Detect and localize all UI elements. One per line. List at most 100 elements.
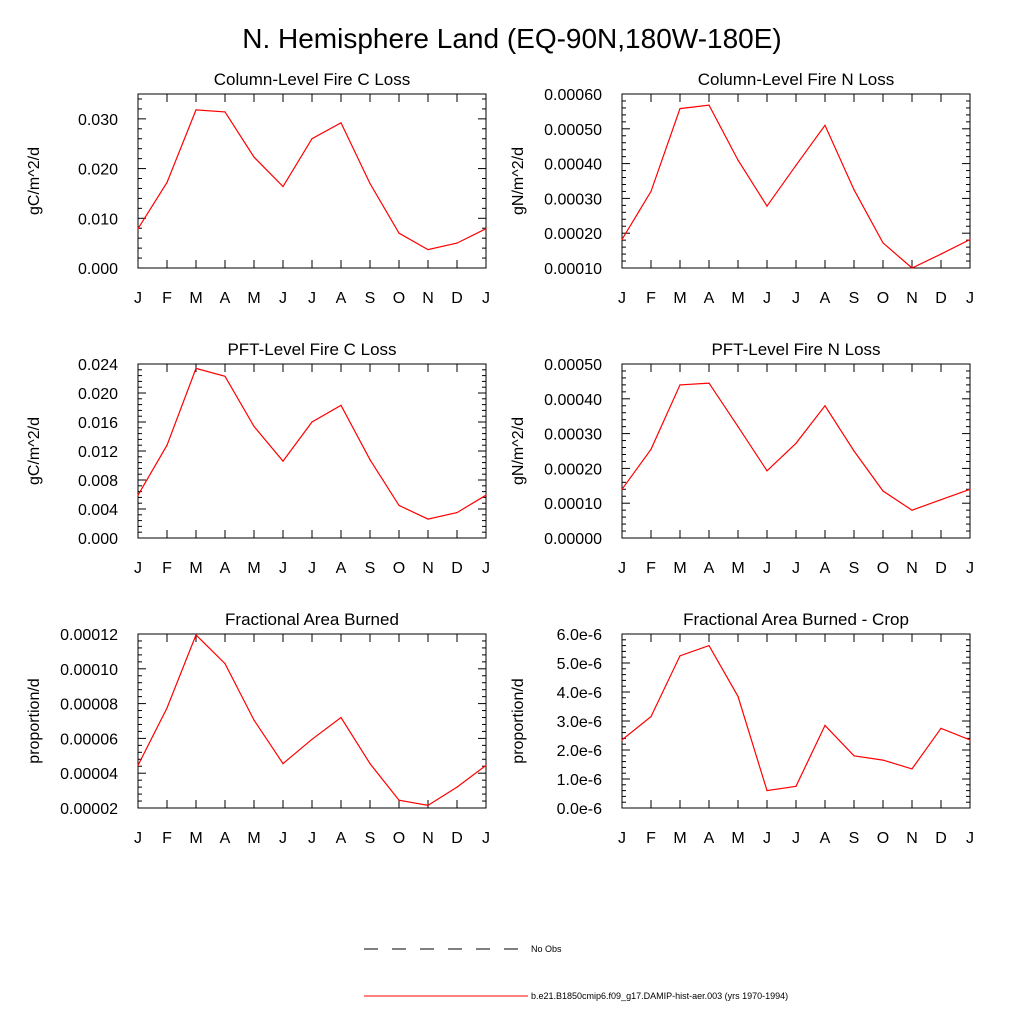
data-point: [456, 242, 458, 244]
x-tick-label: M: [731, 560, 744, 577]
y-axis-label: gC/m^2/d: [26, 417, 43, 485]
y-tick-label: 0.00020: [544, 461, 602, 478]
data-point: [766, 470, 768, 472]
x-tick-label: N: [906, 830, 918, 847]
x-tick-label: M: [731, 830, 744, 847]
data-point: [737, 159, 739, 161]
x-tick-label: N: [422, 560, 434, 577]
data-point: [969, 739, 971, 741]
x-tick-label: F: [646, 290, 656, 307]
plot-frame: [137, 633, 487, 809]
data-point: [166, 707, 168, 709]
x-tick-label: J: [792, 560, 800, 577]
x-tick-label: J: [482, 830, 490, 847]
x-tick-label: J: [482, 560, 490, 577]
x-tick-label: N: [422, 290, 434, 307]
data-point: [137, 764, 139, 767]
data-point: [340, 716, 342, 719]
x-tick-label: J: [482, 290, 490, 307]
legend-label: b.e21.B1850cmip6.f09_g17.DAMIP-hist-aer.…: [531, 991, 788, 1001]
x-tick-label: A: [336, 830, 347, 847]
data-point: [650, 448, 652, 450]
data-point: [824, 405, 826, 407]
data-point: [398, 799, 400, 801]
chart-title: PFT-Level Fire N Loss: [711, 340, 880, 359]
data-point: [224, 375, 226, 377]
data-point: [485, 228, 487, 230]
y-tick-label: 0.000: [78, 531, 118, 548]
data-point: [398, 504, 400, 506]
data-point: [795, 164, 797, 166]
data-point: [708, 645, 710, 647]
x-tick-label: M: [247, 830, 260, 847]
plot-frame: [137, 93, 487, 269]
y-tick-label: 0.00010: [544, 261, 602, 278]
y-tick-label: 0.00006: [60, 731, 118, 748]
x-tick-label: D: [451, 290, 463, 307]
y-tick-label: 0.012: [78, 444, 118, 461]
x-tick-label: A: [820, 290, 831, 307]
data-point: [737, 695, 739, 698]
x-tick-label: A: [704, 290, 715, 307]
data-point: [195, 367, 197, 369]
y-tick-label: 0.00012: [60, 627, 118, 644]
x-tick-label: J: [763, 830, 771, 847]
data-point: [853, 450, 855, 452]
data-point: [795, 785, 797, 787]
data-point: [485, 764, 487, 767]
data-point: [737, 426, 739, 428]
data-point: [766, 205, 768, 207]
y-tick-label: 0.00020: [544, 226, 602, 243]
y-tick-label: 0.00030: [544, 427, 602, 444]
plot-frame: [621, 633, 971, 809]
data-point: [456, 786, 458, 788]
x-tick-label: A: [704, 830, 715, 847]
y-tick-label: 4.0e-6: [557, 685, 602, 702]
x-tick-label: J: [279, 830, 287, 847]
data-point: [911, 509, 913, 511]
data-point: [882, 759, 884, 761]
y-tick-label: 0.020: [78, 162, 118, 179]
data-point: [766, 790, 768, 792]
data-point: [166, 444, 168, 446]
y-tick-label: 2.0e-6: [557, 743, 602, 760]
data-point: [679, 384, 681, 386]
x-tick-label: S: [849, 830, 860, 847]
y-axis-label: proportion/d: [26, 678, 43, 763]
x-tick-label: M: [673, 560, 686, 577]
plot-frame: [621, 93, 971, 269]
x-tick-label: D: [451, 560, 463, 577]
x-tick-label: M: [189, 560, 202, 577]
data-point: [282, 185, 284, 188]
y-tick-label: 0.00060: [544, 87, 602, 104]
data-point: [311, 138, 313, 140]
x-tick-label: J: [618, 560, 626, 577]
y-tick-label: 0.000: [78, 261, 118, 278]
legend-entry: No Obs: [364, 944, 562, 954]
y-tick-label: 0.00000: [544, 531, 602, 548]
x-tick-label: J: [308, 560, 316, 577]
x-tick-label: M: [247, 560, 260, 577]
x-tick-label: O: [877, 290, 889, 307]
x-tick-label: N: [906, 290, 918, 307]
data-point: [969, 238, 971, 241]
data-point: [911, 267, 913, 269]
data-point: [427, 249, 429, 251]
data-point: [621, 488, 623, 490]
series-line: [137, 633, 487, 807]
data-point: [311, 421, 313, 423]
y-tick-label: 0.00030: [544, 191, 602, 208]
x-tick-label: M: [731, 290, 744, 307]
x-tick-label: F: [646, 560, 656, 577]
data-point: [253, 719, 255, 721]
y-tick-label: 0.00008: [60, 697, 118, 714]
x-tick-label: O: [877, 830, 889, 847]
data-point: [621, 739, 623, 741]
y-tick-label: 0.00040: [544, 157, 602, 174]
data-point: [621, 238, 623, 241]
